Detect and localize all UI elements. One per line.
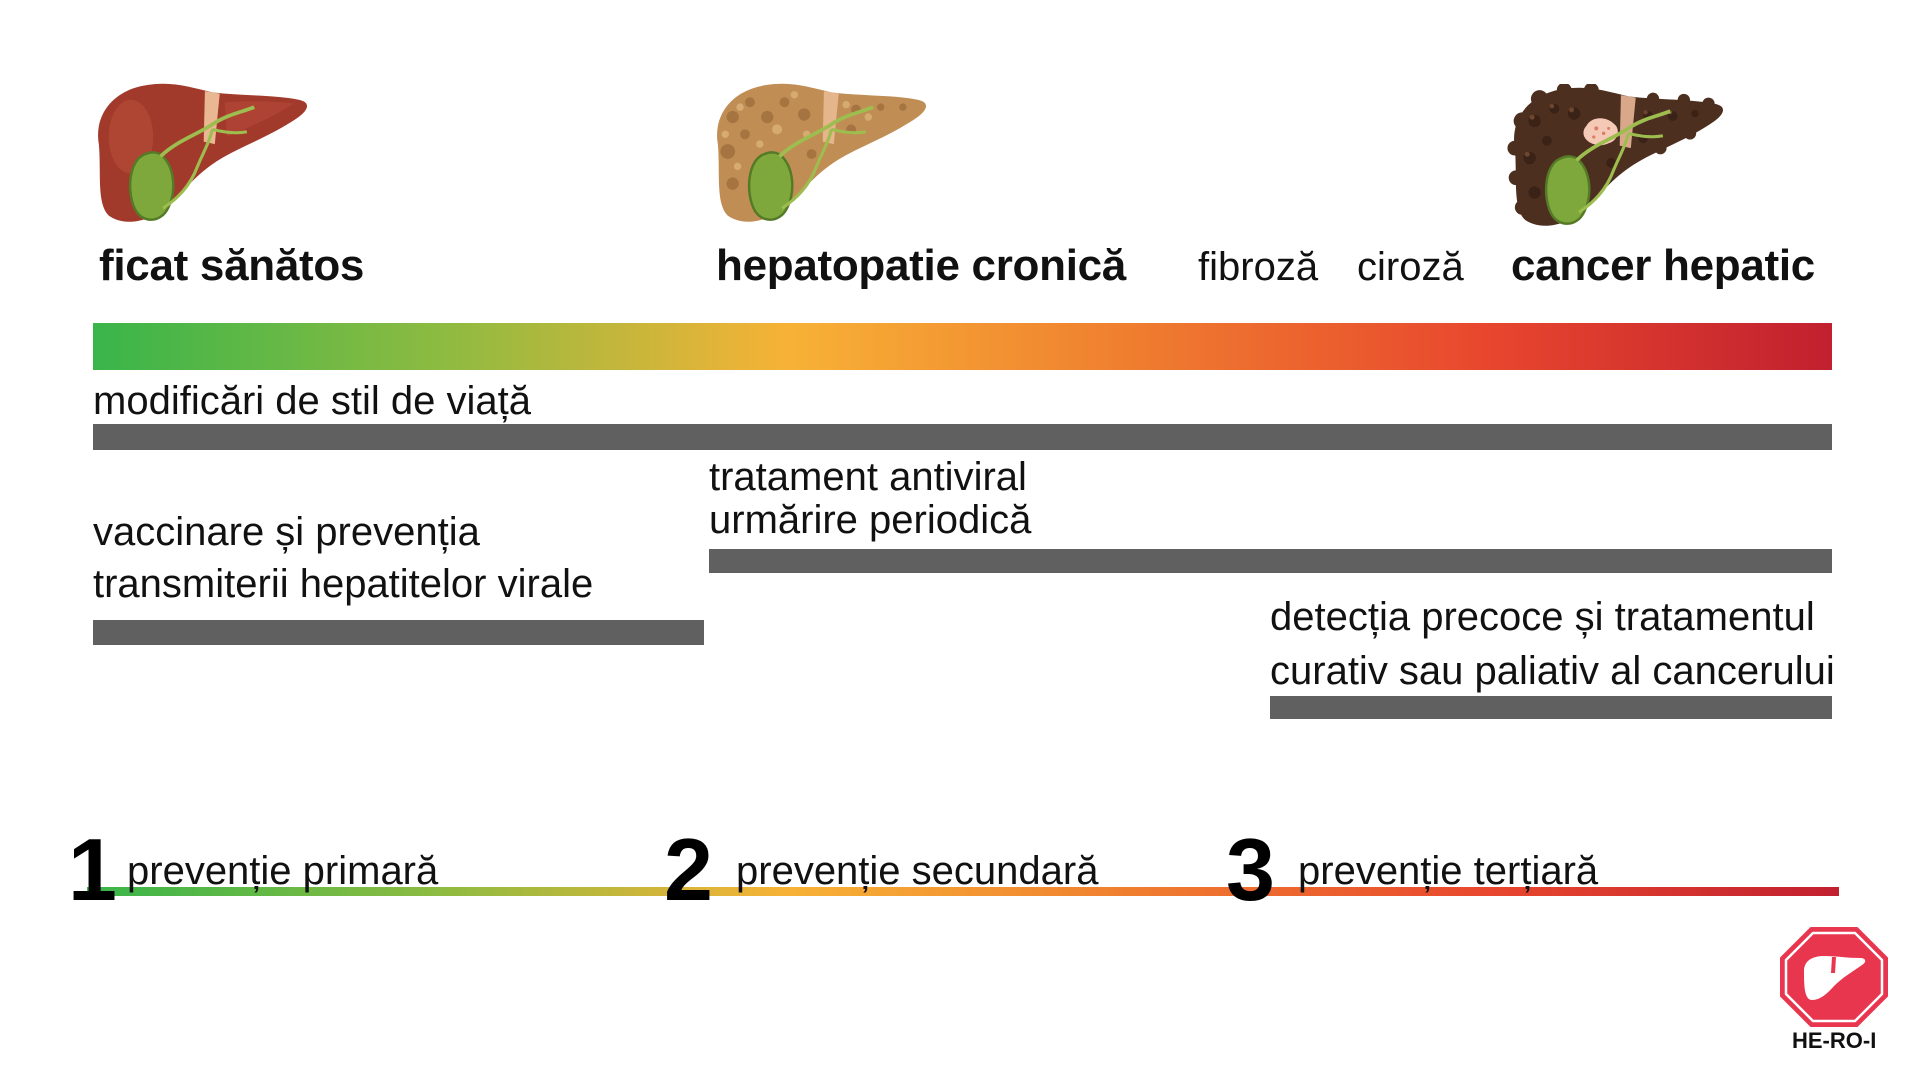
intervention-lifestyle-label: modificări de stil de viață xyxy=(93,379,531,423)
intervention-vaccination-label-line2: transmiterii hepatitelor virale xyxy=(93,562,594,606)
stage-label-cirrhosis: ciroză xyxy=(1357,245,1464,289)
prevention-level-number-2: 2 xyxy=(664,820,713,919)
prevention-level-label-tertiary: prevenție terțiară xyxy=(1298,849,1599,893)
intervention-lifestyle-bar xyxy=(93,424,1832,450)
intervention-antiviral-label-line1: tratament antiviral xyxy=(709,455,1027,499)
intervention-antiviral-label-line2: urmărire periodică xyxy=(709,498,1032,542)
logo-wordmark: HE-RO-I xyxy=(1792,1028,1877,1053)
liver-logo-icon xyxy=(1780,927,1888,1027)
stage-label-chronic-liver-disease: hepatopatie cronică xyxy=(716,241,1126,290)
disease-progression-gradient-bar xyxy=(93,323,1832,370)
intervention-vaccination-label-line1: vaccinare și prevenția xyxy=(93,510,480,554)
prevention-level-gradient-line xyxy=(87,887,1839,896)
chronic-liver-disease-icon xyxy=(717,83,927,222)
stage-label-healthy-liver: ficat sănătos xyxy=(99,241,365,290)
intervention-antiviral-bar xyxy=(709,549,1832,573)
prevention-level-number-1: 1 xyxy=(68,820,117,919)
intervention-cancer-care-label-line1: detecția precoce și tratamentul xyxy=(1270,595,1815,639)
prevention-level-number-3: 3 xyxy=(1226,820,1275,919)
intervention-cancer-care-label-line2: curativ sau paliativ al cancerului xyxy=(1270,649,1835,693)
liver-cancer-icon xyxy=(1507,84,1724,226)
stage-label-liver-cancer: cancer hepatic xyxy=(1511,241,1815,290)
healthy-liver-icon xyxy=(98,83,308,222)
prevention-level-label-primary: prevenție primară xyxy=(127,849,439,893)
intervention-vaccination-bar xyxy=(93,620,704,645)
intervention-cancer-care-bar xyxy=(1270,696,1832,719)
prevention-level-label-secondary: prevenție secundară xyxy=(736,849,1099,893)
stage-label-fibrosis: fibroză xyxy=(1198,245,1319,289)
